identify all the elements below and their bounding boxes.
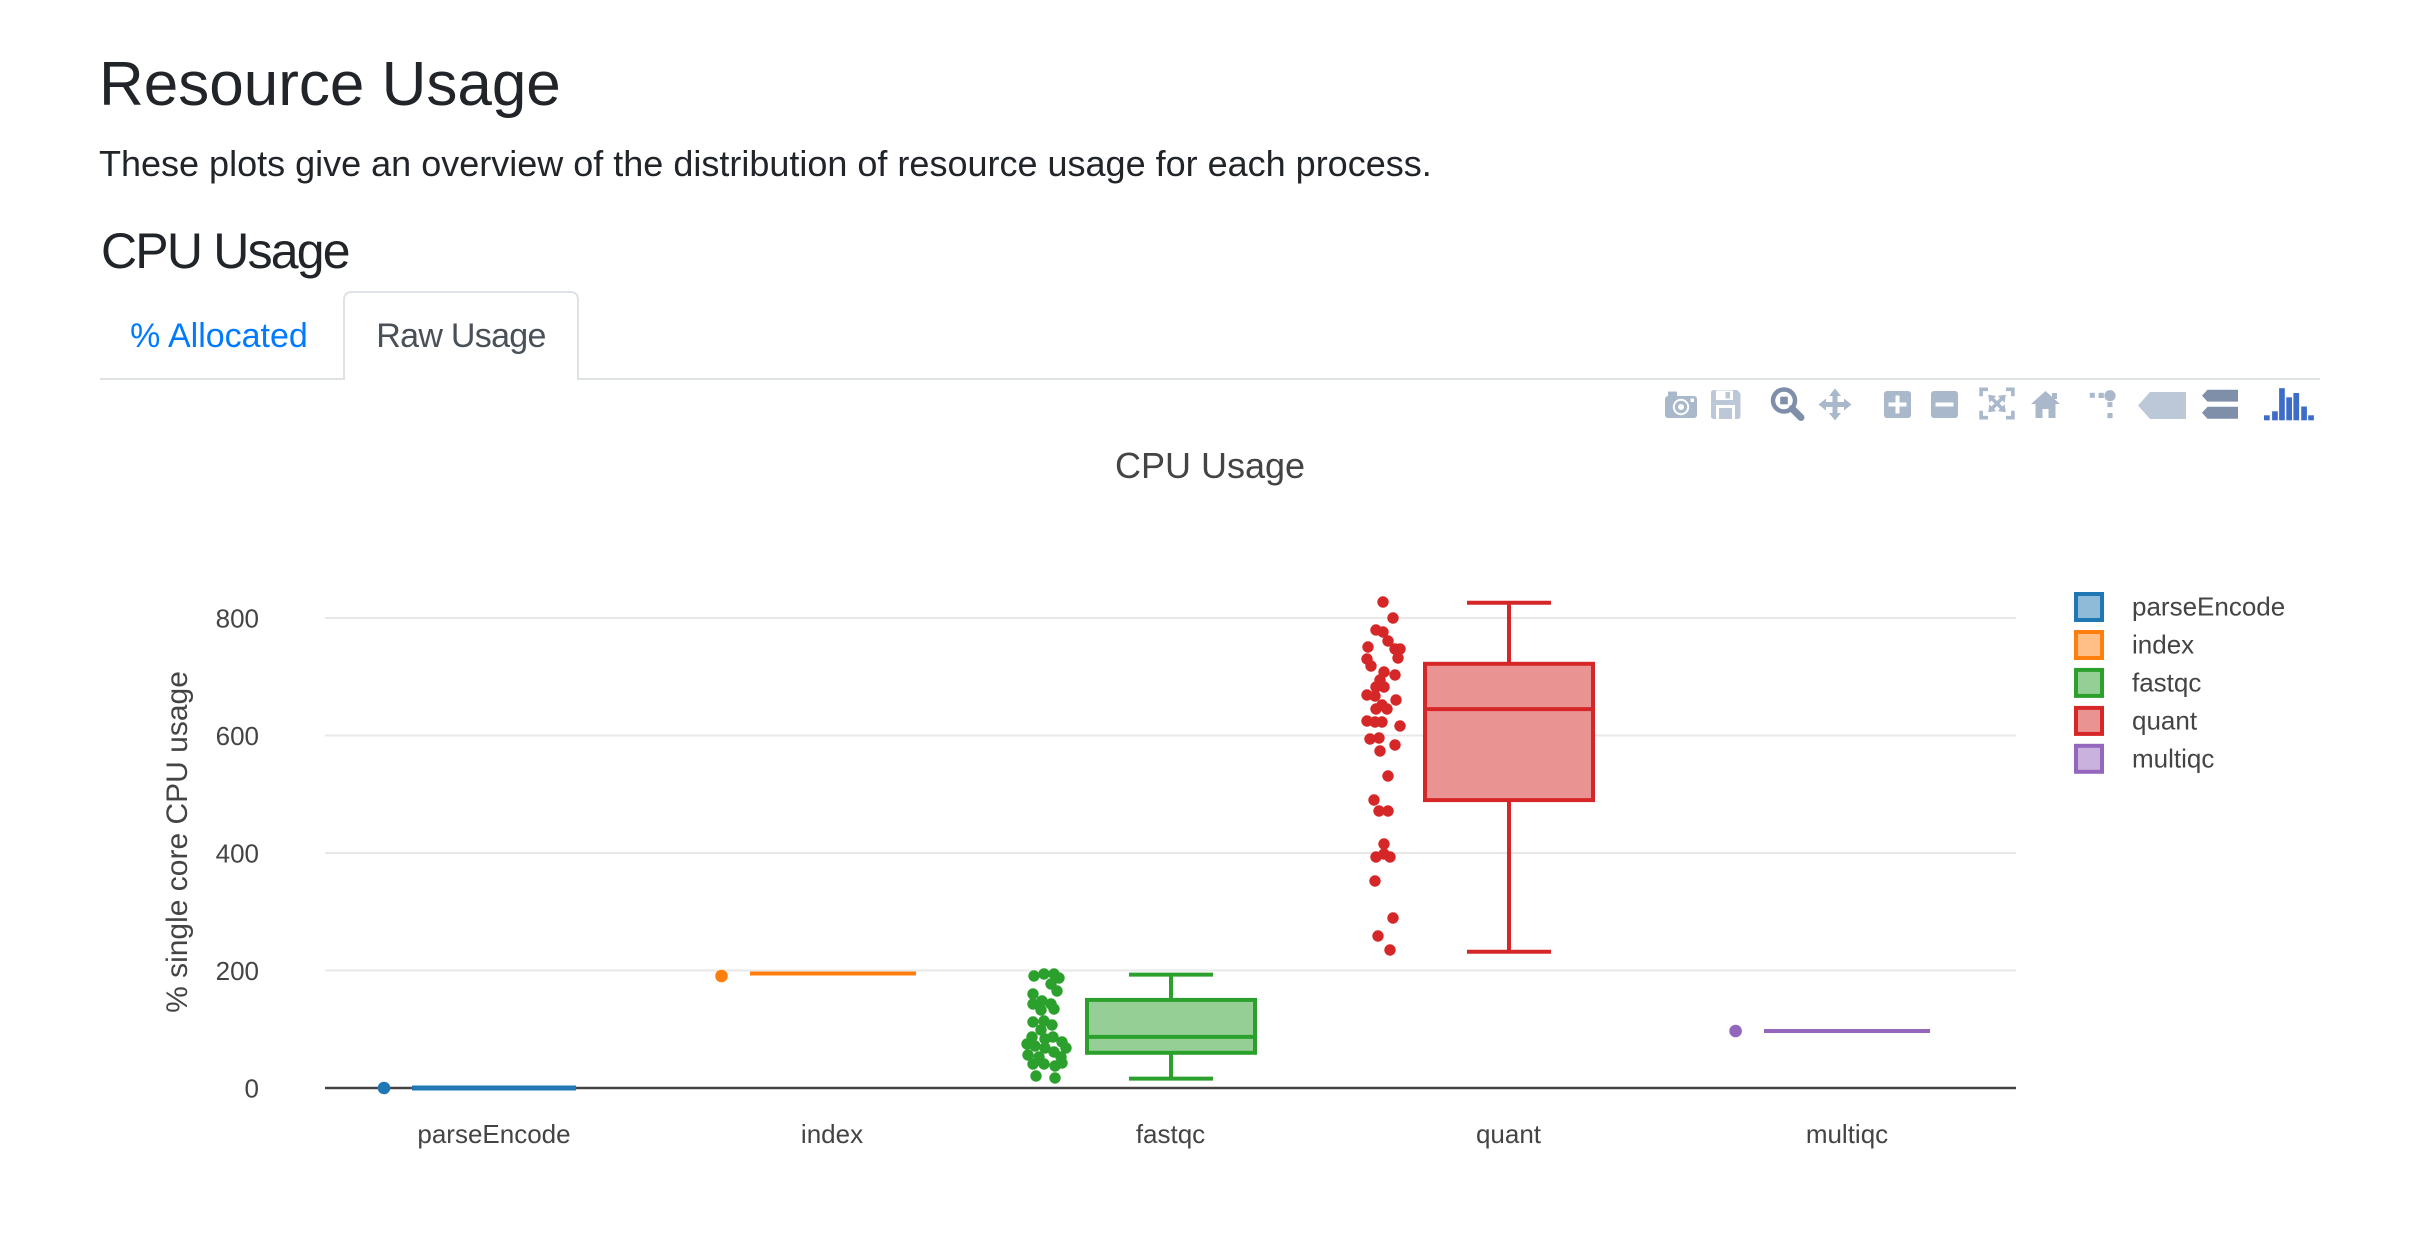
svg-text:% Allocated: % Allocated [130,317,308,355]
svg-text:index: index [801,1119,863,1149]
svg-text:index: index [2132,630,2194,660]
svg-text:multiqc: multiqc [1806,1119,1888,1149]
svg-text:Raw Usage: Raw Usage [376,317,545,355]
svg-text:800: 800 [216,604,259,634]
svg-text:400: 400 [216,839,259,869]
svg-text:fastqc: fastqc [2132,667,2201,697]
svg-text:0: 0 [245,1074,259,1104]
svg-text:parseEncode: parseEncode [417,1119,570,1149]
svg-text:CPU Usage: CPU Usage [101,223,349,279]
svg-text:200: 200 [216,956,259,986]
svg-text:parseEncode: parseEncode [2132,592,2285,622]
svg-text:% single core CPU usage: % single core CPU usage [161,671,194,1013]
svg-text:multiqc: multiqc [2132,743,2214,773]
svg-text:quant: quant [2132,705,2198,735]
svg-text:quant: quant [1476,1119,1542,1149]
svg-text:Resource Usage: Resource Usage [99,50,561,119]
svg-text:These plots give an overview o: These plots give an overview of the dist… [99,143,1432,184]
svg-text:CPU Usage: CPU Usage [1115,445,1305,486]
svg-text:600: 600 [216,721,259,751]
svg-text:fastqc: fastqc [1136,1119,1205,1149]
